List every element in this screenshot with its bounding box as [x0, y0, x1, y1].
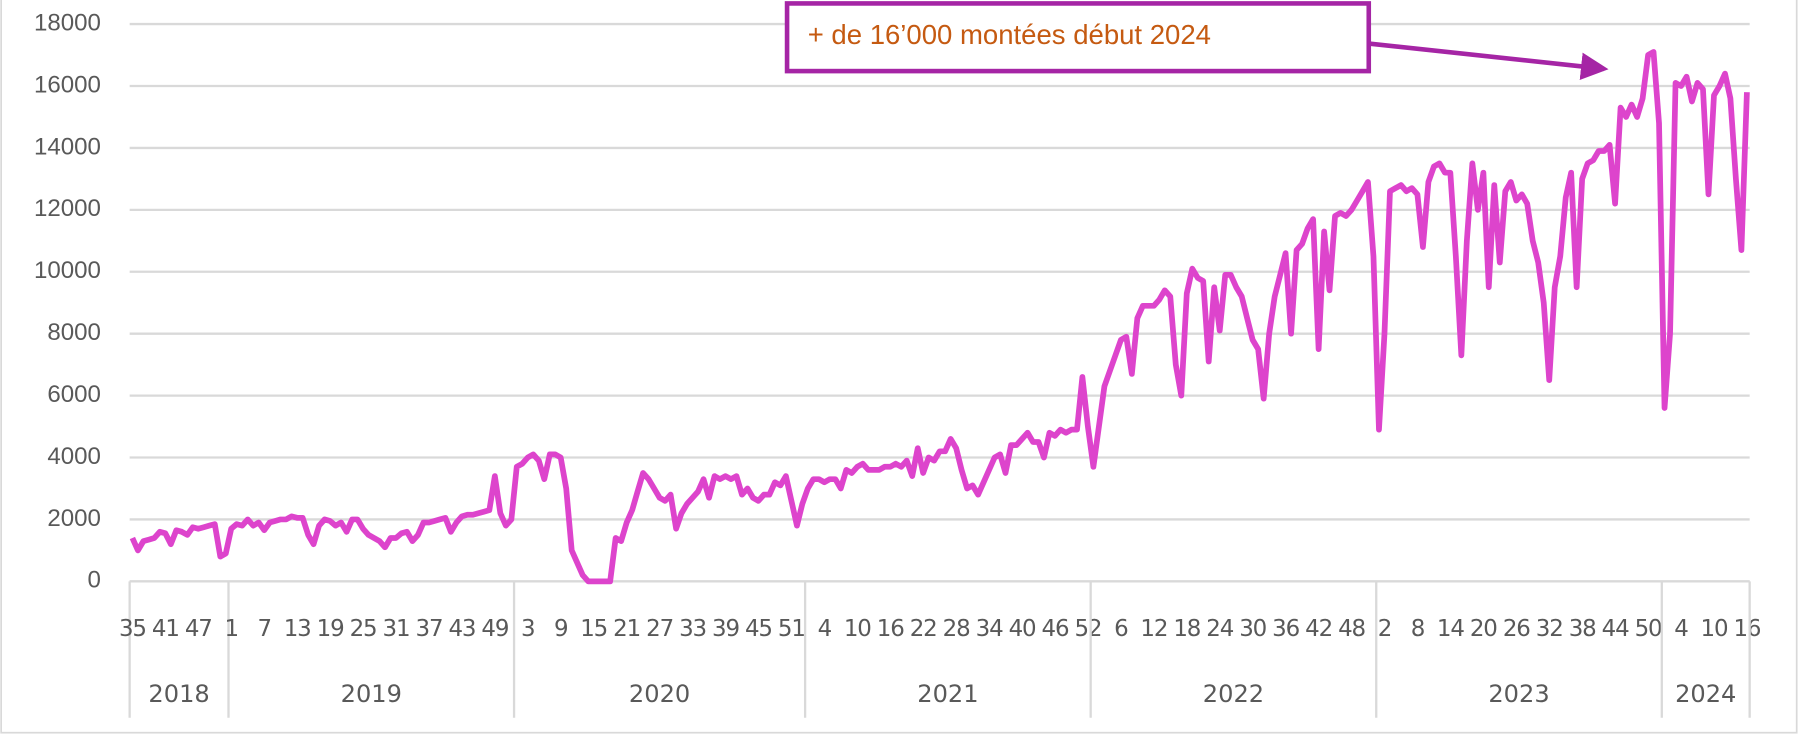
year-label: 2023	[1488, 680, 1549, 708]
x-tick-label: 42	[1305, 616, 1332, 642]
x-tick-label: 28	[943, 616, 970, 642]
y-tick-label: 18000	[34, 9, 101, 36]
year-label: 2024	[1675, 680, 1736, 708]
x-tick-label: 3	[521, 616, 534, 642]
x-tick-label: 51	[778, 616, 805, 642]
x-tick-label: 10	[1701, 616, 1728, 642]
x-tick-label: 34	[976, 616, 1003, 642]
x-tick-label: 32	[1536, 616, 1563, 642]
x-tick-label: 39	[712, 616, 739, 642]
x-tick-label: 1	[225, 616, 238, 642]
x-tick-label: 24	[1206, 616, 1233, 642]
annotation-text: + de 16’000 montées début 2024	[808, 19, 1211, 50]
x-tick-label: 14	[1437, 616, 1464, 642]
x-tick-label: 50	[1635, 616, 1662, 642]
x-tick-label: 10	[844, 616, 871, 642]
year-label: 2018	[148, 680, 209, 708]
y-tick-label: 4000	[47, 443, 101, 470]
x-tick-label: 8	[1411, 616, 1425, 642]
x-tick-label: 6	[1114, 616, 1128, 642]
x-tick-label: 18	[1173, 616, 1200, 642]
year-label: 2020	[629, 680, 690, 708]
x-tick-label: 2	[1378, 616, 1391, 642]
y-tick-label: 14000	[34, 133, 101, 160]
x-tick-label: 13	[284, 616, 311, 642]
x-tick-label: 35	[119, 616, 146, 642]
x-tick-label: 22	[910, 616, 937, 642]
year-label: 2022	[1203, 680, 1264, 708]
x-tick-label: 41	[152, 616, 179, 642]
x-tick-label: 30	[1239, 616, 1266, 642]
x-tick-label: 27	[646, 616, 673, 642]
x-tick-label: 47	[185, 616, 212, 642]
x-tick-label: 19	[317, 616, 344, 642]
annotation-box	[784, 1, 1372, 74]
x-tick-label: 16	[1733, 616, 1760, 642]
x-tick-label: 33	[679, 616, 706, 642]
x-tick-label: 12	[1140, 616, 1167, 642]
x-tick-label: 38	[1569, 616, 1596, 642]
x-tick-label: 4	[818, 616, 832, 642]
y-tick-label: 0	[88, 567, 101, 594]
x-tick-label: 16	[877, 616, 904, 642]
x-tick-label: 44	[1602, 616, 1629, 642]
x-tick-label: 45	[745, 616, 772, 642]
x-tick-label: 9	[554, 616, 567, 642]
data-line	[129, 49, 1750, 585]
x-tick-label: 21	[613, 616, 640, 642]
x-tick-label: 15	[580, 616, 607, 642]
y-tick-label: 8000	[47, 319, 101, 346]
y-tick-label: 2000	[47, 505, 101, 532]
x-tick-label: 26	[1503, 616, 1530, 642]
x-tick-label: 52	[1074, 616, 1101, 642]
x-tick-label: 25	[350, 616, 377, 642]
y-tick-label: 16000	[34, 71, 101, 98]
x-tick-label: 4	[1674, 616, 1688, 642]
year-label: 2019	[341, 680, 402, 708]
x-tick-label: 43	[448, 616, 475, 642]
x-tick-label: 37	[415, 616, 442, 642]
x-tick-label: 49	[481, 616, 508, 642]
x-tick-label: 36	[1272, 616, 1299, 642]
x-tick-label: 46	[1042, 616, 1069, 642]
annotation-arrow	[1368, 41, 1609, 81]
y-tick-label: 6000	[47, 381, 101, 408]
x-tick-label: 48	[1338, 616, 1365, 642]
y-tick-label: 10000	[34, 257, 101, 284]
x-tick-label: 40	[1009, 616, 1036, 642]
year-label: 2021	[917, 680, 978, 708]
y-tick-label: 12000	[34, 195, 101, 222]
x-tick-label: 20	[1470, 616, 1497, 642]
x-tick-label: 7	[257, 616, 270, 642]
x-tick-label: 31	[383, 616, 410, 642]
